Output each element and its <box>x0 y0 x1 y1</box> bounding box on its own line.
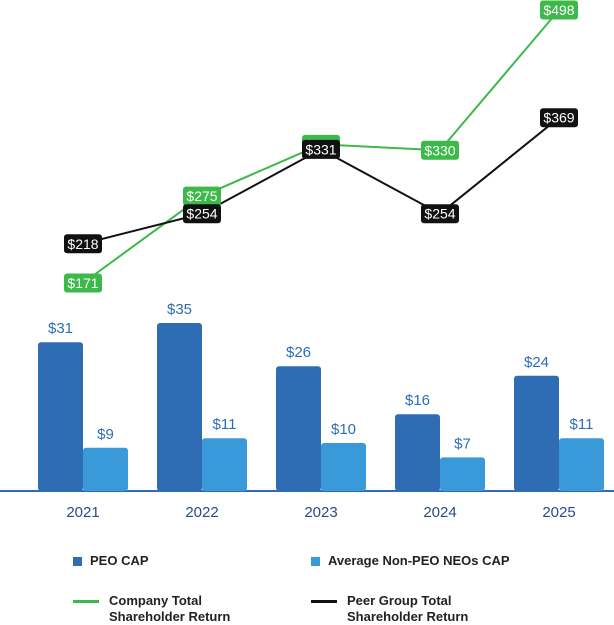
legend-peer-tsr-label: Peer Group Total Shareholder Return <box>347 593 469 624</box>
bar-peo-2022 <box>157 323 202 491</box>
tsr-cap-chart: $31 $9 2021 $35 $11 2022 $26 $10 2023 $16 $7 2024 $2… <box>0 0 614 521</box>
peer-tsr-label-box-2021 <box>64 234 102 254</box>
bar-value-label-peo-2023: $26 <box>286 344 311 361</box>
bar-value-label-neo-2024: $7 <box>454 435 471 452</box>
peer-tsr-label-box-2023 <box>302 139 340 159</box>
x-tick-label-2024: 2024 <box>423 504 456 521</box>
company-tsr-label-2022: $275 <box>186 188 217 204</box>
bar-neo-2023 <box>321 443 366 491</box>
company-tsr-label-2025: $498 <box>543 2 574 18</box>
legend-peer-tsr: Peer Group Total Shareholder Return <box>311 593 468 625</box>
bar-neo-2025 <box>559 438 604 491</box>
legend-neo-cap: Average Non-PEO NEOs CAP <box>311 553 510 569</box>
bar-value-label-neo-2021: $9 <box>97 426 114 443</box>
x-tick-label-2023: 2023 <box>304 504 337 521</box>
legend-neo-cap-swatch <box>311 557 320 566</box>
bar-value-label-neo-2025: $11 <box>570 416 594 433</box>
peer-tsr-label-2022: $254 <box>186 206 217 222</box>
legend-company-tsr-swatch <box>73 600 99 603</box>
peer-tsr-label-box-2025 <box>540 108 578 128</box>
bar-value-label-peo-2025: $24 <box>524 354 549 371</box>
x-tick-label-2022: 2022 <box>185 504 218 521</box>
legend-peo-cap: PEO CAP <box>73 553 149 569</box>
peer-tsr-label-2021: $218 <box>67 236 98 252</box>
legend-company-tsr-label: Company Total Shareholder Return <box>109 593 231 624</box>
peer-tsr-label-box-2024 <box>421 204 459 224</box>
peer-tsr-label-2025: $369 <box>543 110 574 126</box>
bar-value-label-peo-2022: $35 <box>167 301 192 318</box>
bar-peo-2024 <box>395 414 440 491</box>
legend-peo-cap-swatch <box>73 557 82 566</box>
bar-peo-2023 <box>276 366 321 491</box>
x-tick-label-2025: 2025 <box>542 504 575 521</box>
peer-tsr-label-2023: $331 <box>305 141 336 157</box>
bar-neo-2022 <box>202 438 247 491</box>
company-tsr-label-box-2022 <box>183 186 221 206</box>
legend-peo-cap-label: PEO CAP <box>90 553 149 568</box>
x-tick-label-2021: 2021 <box>66 504 99 521</box>
peer-tsr-label-2024: $254 <box>424 206 455 222</box>
bar-value-label-peo-2021: $31 <box>48 320 73 337</box>
company-tsr-label-2021: $171 <box>67 275 98 291</box>
company-tsr-label-box-2021 <box>64 273 102 293</box>
legend-company-tsr: Company Total Shareholder Return <box>73 593 230 625</box>
company-tsr-label-box-2025 <box>540 0 578 20</box>
bar-value-label-peo-2024: $16 <box>405 392 430 409</box>
bar-neo-2021 <box>83 447 128 491</box>
company-tsr-label-2024: $330 <box>424 142 455 158</box>
bar-value-label-neo-2023: $10 <box>331 421 356 438</box>
legend-peer-tsr-swatch <box>311 600 337 603</box>
bar-neo-2024 <box>440 457 485 491</box>
bar-peo-2025 <box>514 375 559 491</box>
company-tsr-label-box-2024 <box>421 140 459 160</box>
bar-peo-2021 <box>38 342 83 491</box>
peer-tsr-label-box-2022 <box>183 204 221 224</box>
bar-value-label-neo-2022: $11 <box>213 416 237 433</box>
legend-neo-cap-label: Average Non-PEO NEOs CAP <box>328 553 510 568</box>
